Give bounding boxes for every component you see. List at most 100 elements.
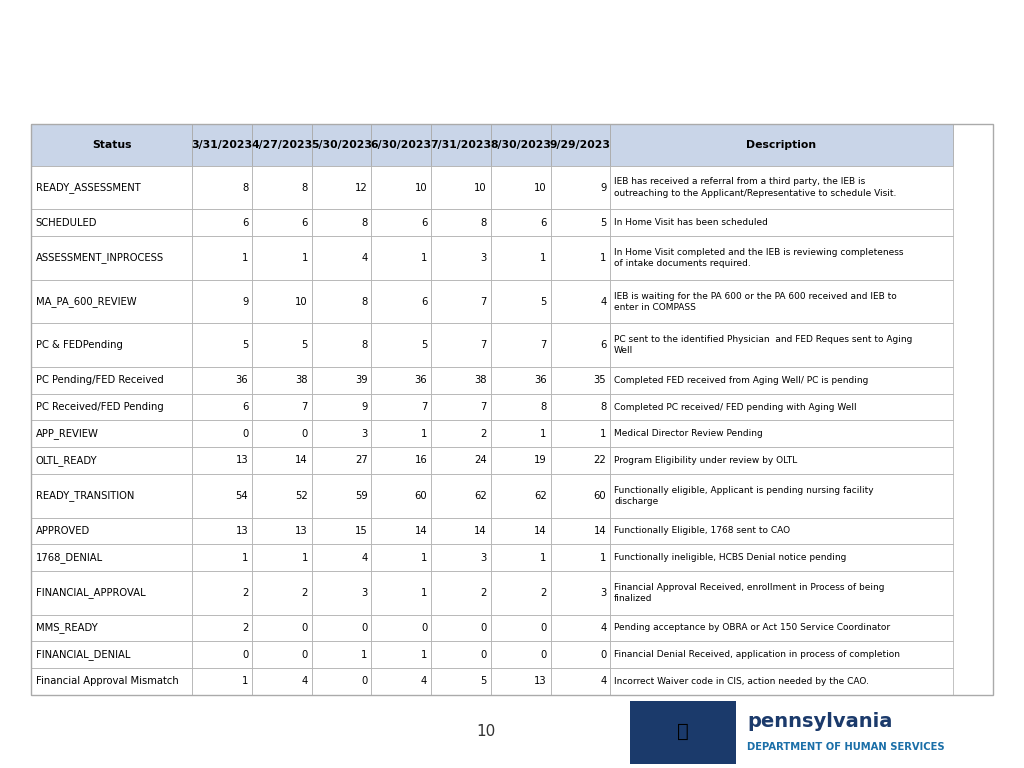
Text: 39: 39: [355, 376, 368, 386]
Text: Functionally eligible, Applicant is pending nursing facility
discharge: Functionally eligible, Applicant is pend…: [614, 485, 873, 506]
Text: Completed PC received/ FED pending with Aging Well: Completed PC received/ FED pending with …: [614, 402, 857, 412]
Bar: [630, 701, 736, 764]
Text: 1: 1: [421, 552, 427, 562]
Bar: [372, 394, 431, 420]
Text: 3: 3: [361, 429, 368, 439]
Bar: [490, 323, 551, 367]
Text: 35: 35: [594, 376, 606, 386]
Text: 4: 4: [361, 253, 368, 263]
Bar: [372, 280, 431, 323]
Text: 3: 3: [480, 253, 487, 263]
Text: DEPARTMENT OF HUMAN SERVICES: DEPARTMENT OF HUMAN SERVICES: [748, 742, 945, 752]
Bar: [610, 668, 953, 695]
Bar: [252, 641, 311, 668]
Text: 9: 9: [361, 402, 368, 412]
Bar: [431, 323, 490, 367]
Bar: [610, 518, 953, 545]
Text: FINANCIAL_DENIAL: FINANCIAL_DENIAL: [36, 649, 130, 660]
Text: OLTL_READY: OLTL_READY: [36, 455, 97, 466]
Bar: [252, 236, 311, 280]
Text: 3: 3: [361, 588, 368, 598]
Bar: [490, 641, 551, 668]
Bar: [252, 545, 311, 571]
Text: 6: 6: [301, 217, 308, 227]
Text: 4: 4: [600, 623, 606, 633]
Bar: [431, 641, 490, 668]
Bar: [551, 420, 610, 447]
Bar: [431, 545, 490, 571]
Bar: [372, 323, 431, 367]
Text: Program Eligibility under review by OLTL: Program Eligibility under review by OLTL: [614, 456, 798, 465]
Text: 1: 1: [361, 650, 368, 660]
Text: 1: 1: [421, 253, 427, 263]
Bar: [610, 280, 953, 323]
Text: 4: 4: [421, 677, 427, 687]
Text: 8: 8: [361, 217, 368, 227]
Bar: [431, 124, 490, 166]
Text: 38: 38: [474, 376, 487, 386]
Bar: [610, 420, 953, 447]
Bar: [610, 614, 953, 641]
Bar: [311, 280, 372, 323]
Text: 0: 0: [541, 650, 547, 660]
Text: ASSESSMENT_INPROCESS: ASSESSMENT_INPROCESS: [36, 253, 164, 263]
Bar: [551, 367, 610, 394]
Text: 6: 6: [600, 340, 606, 350]
Bar: [193, 394, 252, 420]
Bar: [311, 236, 372, 280]
Bar: [193, 571, 252, 614]
Bar: [551, 641, 610, 668]
Bar: [490, 394, 551, 420]
Text: 60: 60: [415, 491, 427, 501]
Bar: [252, 323, 311, 367]
Text: 2: 2: [242, 588, 248, 598]
Bar: [551, 323, 610, 367]
Bar: [31, 166, 193, 210]
Bar: [193, 124, 252, 166]
Bar: [431, 571, 490, 614]
Text: 1: 1: [421, 588, 427, 598]
Bar: [252, 210, 311, 236]
Bar: [311, 124, 372, 166]
Text: 7: 7: [480, 340, 487, 350]
Bar: [551, 124, 610, 166]
Text: 5: 5: [600, 217, 606, 227]
Text: Functionally ineligible, HCBS Denial notice pending: Functionally ineligible, HCBS Denial not…: [614, 553, 847, 562]
Text: 36: 36: [535, 376, 547, 386]
Text: 0: 0: [541, 623, 547, 633]
Text: 1: 1: [242, 677, 248, 687]
Bar: [431, 394, 490, 420]
Bar: [490, 124, 551, 166]
Bar: [193, 447, 252, 474]
Bar: [252, 280, 311, 323]
Bar: [193, 474, 252, 518]
Bar: [490, 236, 551, 280]
Text: 22: 22: [594, 455, 606, 465]
Text: Medical Director Review Pending: Medical Director Review Pending: [614, 429, 763, 439]
Bar: [610, 124, 953, 166]
Bar: [551, 614, 610, 641]
Bar: [372, 210, 431, 236]
Bar: [193, 323, 252, 367]
Bar: [252, 367, 311, 394]
Text: Incorrect Waiver code in CIS, action needed by the CAO.: Incorrect Waiver code in CIS, action nee…: [614, 677, 869, 686]
Text: IEB has received a referral from a third party, the IEB is
outreaching to the Ap: IEB has received a referral from a third…: [614, 177, 896, 197]
Bar: [490, 210, 551, 236]
Bar: [311, 394, 372, 420]
Text: 62: 62: [474, 491, 487, 501]
Bar: [31, 447, 193, 474]
Bar: [193, 668, 252, 695]
Bar: [31, 420, 193, 447]
Text: Pending acceptance by OBRA or Act 150 Service Coordinator: Pending acceptance by OBRA or Act 150 Se…: [614, 624, 890, 632]
Bar: [551, 474, 610, 518]
Bar: [551, 518, 610, 545]
Bar: [551, 166, 610, 210]
Bar: [490, 166, 551, 210]
Text: 6: 6: [421, 296, 427, 306]
Text: 0: 0: [242, 650, 248, 660]
Bar: [311, 420, 372, 447]
Bar: [31, 518, 193, 545]
Bar: [490, 447, 551, 474]
Text: 0: 0: [421, 623, 427, 633]
Bar: [490, 474, 551, 518]
